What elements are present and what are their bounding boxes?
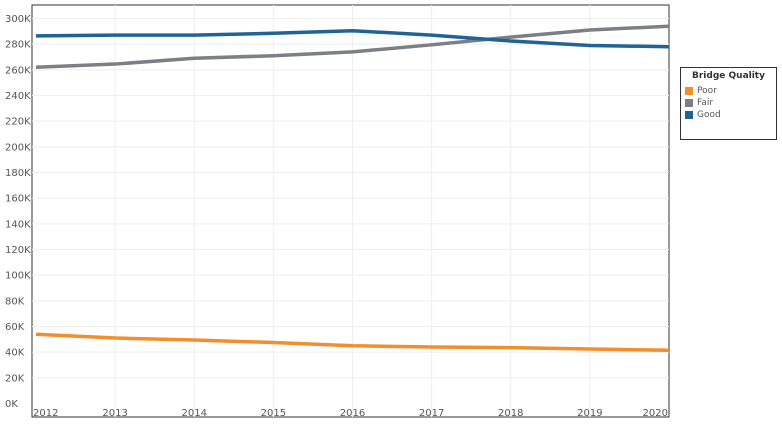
series-line-poor[interactable] [35, 332, 670, 352]
grid-lines [32, 5, 669, 417]
series-line-fair[interactable] [35, 24, 670, 70]
legend-swatch [685, 99, 693, 107]
legend-swatch [685, 111, 693, 119]
y-tick-label: 240K [5, 91, 31, 102]
legend-item-fair[interactable]: Fair [685, 97, 776, 109]
legend: Bridge Quality Poor Fair Good [680, 67, 777, 140]
y-tick-label: 120K [5, 245, 31, 256]
y-tick-label: 180K [5, 168, 31, 179]
y-tick-label: 260K [5, 65, 31, 76]
y-tick-label: 60K [5, 322, 25, 333]
plot-frame [31, 4, 670, 418]
series-lines [35, 24, 670, 352]
y-tick-label: 140K [5, 219, 31, 230]
x-tick-label: 2019 [577, 408, 602, 419]
x-tick-label: 2013 [102, 408, 127, 419]
y-tick-label: 280K [5, 40, 31, 51]
y-tick-label: 220K [5, 117, 31, 128]
x-tick-label: 2012 [33, 408, 58, 419]
x-tick-label: 2015 [261, 408, 286, 419]
legend-label: Fair [697, 98, 714, 108]
y-tick-label: 40K [5, 348, 25, 359]
legend-item-good[interactable]: Good [685, 109, 776, 121]
y-axis: 0K 20K 40K 60K 80K 100K 120K 140K 160K 180K 200K 22… [5, 14, 31, 410]
legend-items: Poor Fair Good [681, 85, 776, 121]
x-tick-label: 2016 [340, 408, 365, 419]
legend-label: Good [697, 110, 721, 120]
x-tick-label: 2014 [182, 408, 207, 419]
legend-label: Poor [697, 86, 717, 96]
y-tick-label: 100K [5, 271, 31, 282]
legend-title: Bridge Quality [692, 71, 765, 81]
x-tick-label: 2018 [498, 408, 523, 419]
x-axis: 2012 2013 2014 2015 2016 2017 2018 2019 2020 [33, 408, 668, 419]
x-tick-label: 2020 [643, 408, 668, 419]
y-tick-label: 200K [5, 142, 31, 153]
y-tick-label: 80K [5, 296, 25, 307]
y-tick-label: 160K [5, 194, 31, 205]
legend-swatch [685, 87, 693, 95]
y-tick-label: 20K [5, 373, 25, 384]
legend-item-poor[interactable]: Poor [685, 85, 776, 97]
x-tick-label: 2017 [419, 408, 444, 419]
series-line-good[interactable] [35, 28, 670, 49]
y-tick-label: 0K [5, 399, 18, 410]
y-tick-label: 300K [5, 14, 31, 25]
